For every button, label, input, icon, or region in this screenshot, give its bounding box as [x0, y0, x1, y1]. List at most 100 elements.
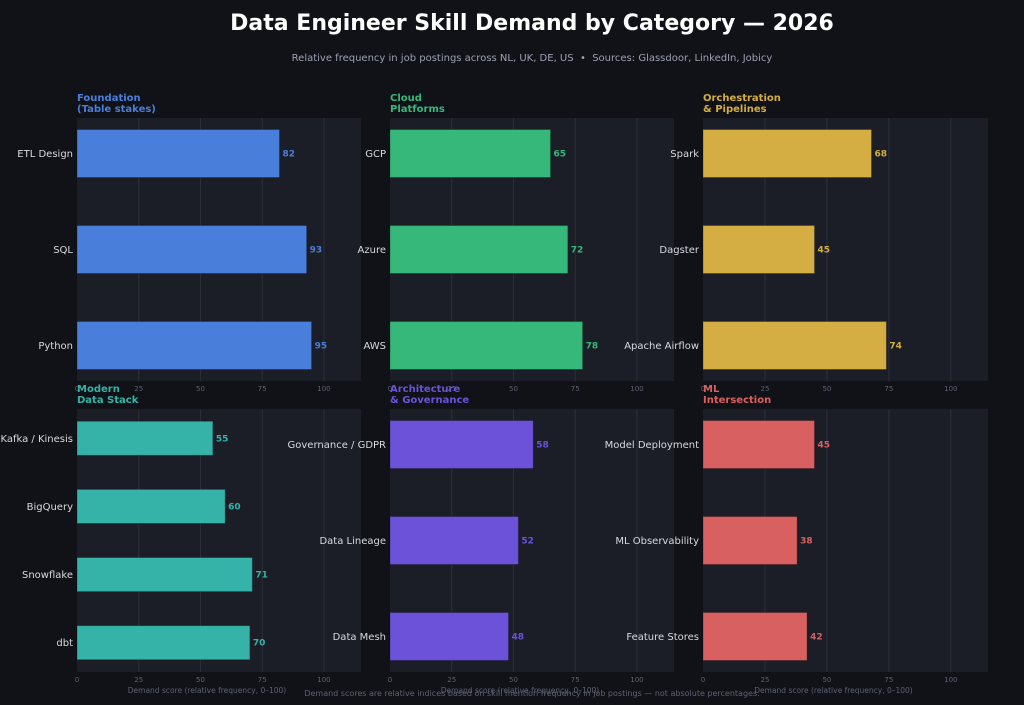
value-label: 65	[554, 150, 567, 160]
chart-subtitle: Relative frequency in job postings acros…	[292, 53, 773, 64]
chart-title: Data Engineer Skill Demand by Category —…	[230, 11, 834, 36]
bar	[702, 225, 816, 274]
bar	[76, 225, 308, 274]
category-label: Model Deployment	[605, 440, 699, 451]
value-label: 38	[800, 537, 813, 547]
tick-label: 0	[701, 676, 705, 684]
value-label: 52	[521, 537, 534, 547]
panel-6: Model Deployment 45 ML Observability 38 Feat…	[605, 384, 988, 695]
panel-1: ETL Design 82 SQL 93 Python 95 0 25 50 75 100 Found…	[17, 93, 361, 393]
panel-title: Architecture	[390, 384, 460, 395]
category-label: SQL	[53, 245, 73, 256]
value-label: 78	[586, 341, 599, 351]
tick-label: 25	[134, 385, 143, 393]
category-label: Apache Airflow	[624, 341, 699, 352]
panel-title: & Governance	[390, 395, 469, 406]
panel-title: & Pipelines	[703, 104, 767, 115]
tick-label: 75	[884, 385, 893, 393]
tick-label: 25	[760, 385, 769, 393]
panel-title: Orchestration	[703, 93, 781, 104]
value-label: 58	[536, 441, 549, 451]
category-label: ML Observability	[615, 536, 699, 547]
tick-label: 100	[317, 385, 330, 393]
value-label: 72	[571, 246, 584, 256]
value-label: 71	[255, 571, 268, 581]
tick-label: 25	[760, 676, 769, 684]
bar	[702, 420, 816, 470]
category-label: Python	[38, 341, 73, 352]
bar	[702, 516, 798, 565]
tick-label: 50	[509, 385, 518, 393]
category-label: dbt	[56, 638, 73, 649]
panel-title: (Table stakes)	[77, 104, 156, 115]
tick-label: 50	[196, 385, 205, 393]
panel-title: Cloud	[390, 93, 422, 104]
value-label: 45	[818, 246, 831, 256]
tick-label: 50	[196, 676, 205, 684]
panel-4: Kafka / Kinesis 55 BigQuery 60 Snowflake 71 db…	[0, 384, 361, 695]
tick-label: 50	[822, 676, 831, 684]
tick-label: 100	[630, 676, 643, 684]
category-label: Data Lineage	[319, 536, 386, 547]
tick-label: 75	[571, 676, 580, 684]
bar	[76, 557, 253, 593]
bar	[389, 516, 519, 565]
tick-label: 25	[447, 676, 456, 684]
panel-title: Intersection	[703, 395, 771, 406]
tick-label: 100	[630, 385, 643, 393]
panel-2: GCP 65 Azure 72 AWS 78 0 25 50 75 100 CloudPlatform…	[358, 93, 674, 393]
value-label: 74	[889, 341, 902, 351]
tick-label: 100	[944, 385, 957, 393]
tick-label: 100	[944, 676, 957, 684]
tick-label: 25	[134, 676, 143, 684]
bar	[702, 129, 873, 179]
tick-label: 0	[388, 676, 392, 684]
category-label: Dagster	[659, 245, 699, 256]
value-label: 95	[315, 341, 328, 351]
panel-title: ML	[703, 384, 720, 395]
category-label: AWS	[363, 341, 386, 352]
tick-label: 75	[258, 676, 267, 684]
tick-label: 0	[75, 676, 79, 684]
category-label: Governance / GDPR	[288, 440, 387, 451]
category-label: Feature Stores	[626, 632, 699, 643]
tick-label: 0	[701, 385, 705, 393]
category-label: Azure	[358, 245, 386, 256]
tick-label: 0	[75, 385, 79, 393]
x-axis-label: Demand score (relative frequency, 0–100)	[128, 686, 287, 695]
category-label: Spark	[670, 149, 699, 160]
tick-label: 25	[447, 385, 456, 393]
value-label: 70	[253, 639, 266, 649]
value-label: 93	[310, 246, 323, 256]
category-label: Data Mesh	[333, 632, 386, 643]
category-label: BigQuery	[27, 502, 73, 513]
x-axis-label: Demand score (relative frequency, 0–100)	[441, 686, 600, 695]
tick-label: 75	[258, 385, 267, 393]
bar	[76, 129, 281, 179]
panel-3: Spark 68 Dagster 45 Apache Airflow 74 0 25 50 75 1…	[624, 93, 988, 393]
category-label: Kafka / Kinesis	[0, 434, 73, 445]
tick-label: 50	[509, 676, 518, 684]
category-label: ETL Design	[17, 149, 73, 160]
bar	[389, 611, 510, 661]
panel-title: Modern	[77, 384, 120, 395]
panel-title: Foundation	[77, 93, 141, 104]
bar	[76, 420, 214, 456]
bar	[702, 611, 808, 661]
category-label: Snowflake	[22, 570, 73, 581]
tick-label: 0	[388, 385, 392, 393]
value-label: 55	[216, 434, 229, 444]
bar	[389, 320, 584, 370]
value-label: 42	[810, 632, 823, 642]
footnote: Demand scores are relative indices based…	[304, 689, 759, 698]
bar	[76, 488, 226, 524]
panel-title: Platforms	[390, 104, 445, 115]
bar	[76, 625, 251, 661]
panel-5: Governance / GDPR 58 Data Lineage 52 Data Me…	[288, 384, 674, 695]
panels: ETL Design 82 SQL 93 Python 95 0 25 50 75 100 Found…	[0, 93, 988, 695]
panel-title: Data Stack	[77, 395, 139, 406]
x-axis-label: Demand score (relative frequency, 0–100)	[754, 686, 913, 695]
value-label: 68	[875, 150, 888, 160]
tick-label: 75	[571, 385, 580, 393]
